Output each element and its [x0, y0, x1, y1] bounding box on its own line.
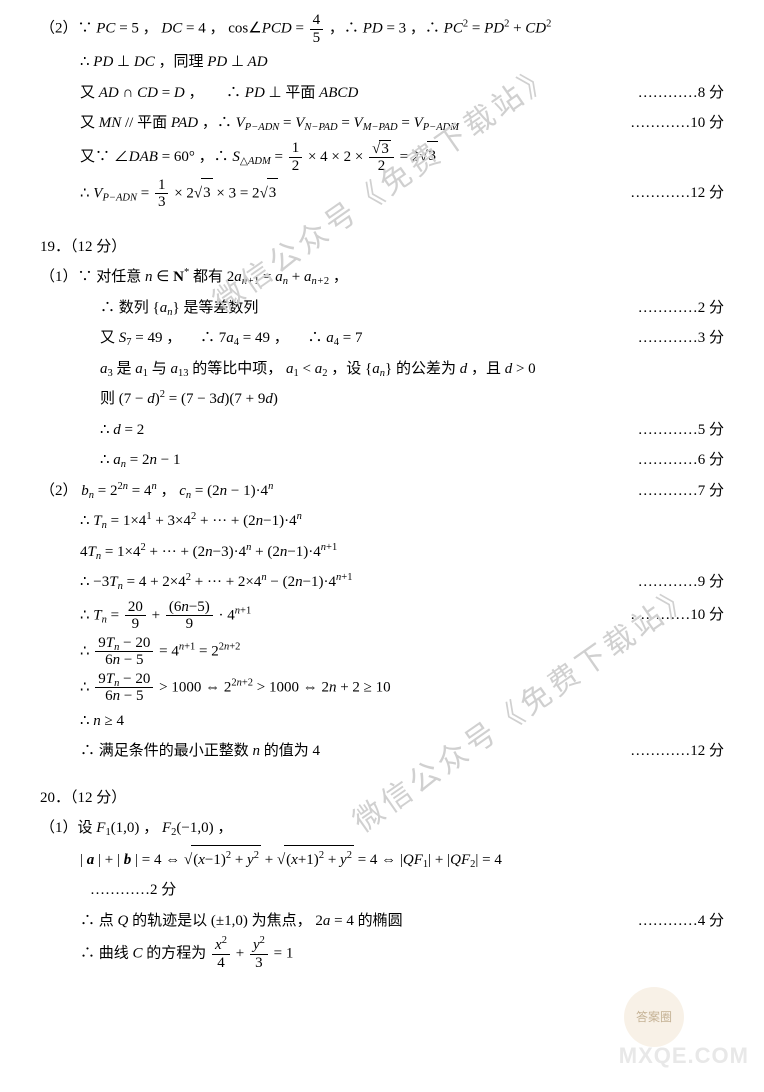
line-26: ∴ 曲线 C 的方程为 x24 + y23 = 1	[40, 937, 724, 971]
line-22: ∴ 满足条件的最小正整数 n 的值为 4 …………12 分	[40, 737, 724, 766]
line-14: （2） bn = 22n = 4n ， cn = (2n − 1)·4n …………	[40, 477, 724, 506]
line-02: ∴ PD ⊥ DC ，同理 PD ⊥ AD	[40, 48, 724, 77]
score-2b: …………2 分	[80, 876, 176, 905]
line-21: ∴ n ≥ 4	[40, 707, 724, 736]
line-05: 又∵ ∠DAB = 60° ，∴ S△ADM = 12 × 4 × 2 × √3…	[40, 140, 724, 175]
score-12b: …………12 分	[620, 737, 724, 766]
score-8: …………8 分	[628, 79, 724, 108]
line-16: 4Tn = 1×42 + ··· + (2n−3)·4n + (2n−1)·4n…	[40, 538, 724, 567]
line-12: ∴ d = 2 …………5 分	[40, 416, 724, 445]
line-07: （1）∵ 对任意 n ∈ N* 都有 2an+1 = an + an+2 ，	[40, 263, 724, 292]
score-2a: …………2 分	[628, 294, 724, 323]
score-9: …………9 分	[628, 568, 724, 597]
score-4: …………4 分	[628, 907, 724, 936]
line-01: （2）∵ PC = 5 ， DC = 4 ， cos∠PCD = 45 ，∴ P…	[40, 12, 724, 46]
q19-header: 19．（12 分）	[40, 233, 724, 262]
line-23: （1）设 F1(1,0) ， F2(−1,0) ，	[40, 814, 724, 843]
line-13: ∴ an = 2n − 1 …………6 分	[40, 446, 724, 475]
page: 微信公众号《免费下载站》 微信公众号《免费下载站》 （2）∵ PC = 5 ， …	[0, 0, 764, 1092]
line-06: ∴ VP−ADN = 13 × 2√3 × 3 = 2√3 …………12 分	[40, 177, 724, 211]
line-24s: …………2 分	[40, 876, 724, 905]
footer-logo: MXQE.COM	[619, 1035, 749, 1077]
line-04: 又 MN // 平面 PAD ，∴ VP−ADN = VN−PAD = VM−P…	[40, 109, 724, 138]
line-08: ∴ 数列 {an} 是等差数列 …………2 分	[40, 294, 724, 323]
score-10b: …………10 分	[620, 601, 724, 630]
line-10: a3 是 a1 与 a13 的等比中项， a1 < a2 ，设 {an} 的公差…	[40, 355, 724, 384]
q20-header: 20．（12 分）	[40, 784, 724, 813]
line-20: ∴ 9Tn − 206n − 5 > 1000 ⇔ 22n+2 > 1000 ⇔…	[40, 671, 724, 705]
score-6: …………6 分	[628, 446, 724, 475]
score-5: …………5 分	[628, 416, 724, 445]
score-3: …………3 分	[628, 324, 724, 353]
line-09: 又 S7 = 49 ， ∴ 7a4 = 49 ， ∴ a4 = 7 …………3 …	[40, 324, 724, 353]
line-24: | a | + | b | = 4 ⇔ √(x−1)2 + y2 + √(x+1…	[40, 845, 724, 875]
line-11: 则 (7 − d)2 = (7 − 3d)(7 + 9d)	[40, 385, 724, 414]
line-17: ∴ −3Tn = 4 + 2×42 + ··· + 2×4n − (2n−1)·…	[40, 568, 724, 597]
line-03: 又 AD ∩ CD = D ， ∴ PD ⊥ 平面 ABCD …………8 分	[40, 79, 724, 108]
score-7: …………7 分	[628, 477, 724, 506]
score-12a: …………12 分	[620, 179, 724, 208]
score-10: …………10 分	[620, 109, 724, 138]
line-15: ∴ Tn = 1×41 + 3×42 + ··· + (2n−1)·4n	[40, 507, 724, 536]
line-19: ∴ 9Tn − 206n − 5 = 4n+1 = 22n+2	[40, 635, 724, 669]
line-18: ∴ Tn = 209 + (6n−5)9 · 4n+1 …………10 分	[40, 599, 724, 633]
line-25: ∴ 点 Q 的轨迹是以 (±1,0) 为焦点， 2a = 4 的椭圆 …………4…	[40, 907, 724, 936]
